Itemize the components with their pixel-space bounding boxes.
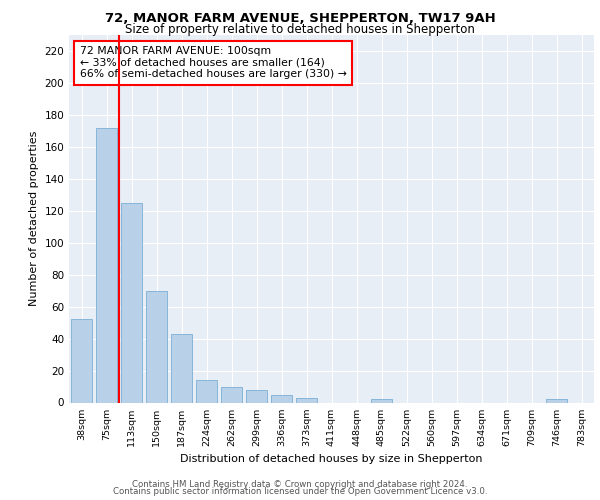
Bar xyxy=(546,400,567,402)
Y-axis label: Number of detached properties: Number of detached properties xyxy=(29,131,39,306)
Bar xyxy=(221,386,242,402)
Bar xyxy=(71,320,92,402)
Bar xyxy=(371,400,392,402)
Text: Size of property relative to detached houses in Shepperton: Size of property relative to detached ho… xyxy=(125,24,475,36)
Bar xyxy=(96,128,117,402)
X-axis label: Distribution of detached houses by size in Shepperton: Distribution of detached houses by size … xyxy=(180,454,483,464)
Bar xyxy=(246,390,267,402)
Text: 72 MANOR FARM AVENUE: 100sqm
← 33% of detached houses are smaller (164)
66% of s: 72 MANOR FARM AVENUE: 100sqm ← 33% of de… xyxy=(79,46,346,79)
Text: Contains public sector information licensed under the Open Government Licence v3: Contains public sector information licen… xyxy=(113,488,487,496)
Bar xyxy=(171,334,192,402)
Bar xyxy=(296,398,317,402)
Text: Contains HM Land Registry data © Crown copyright and database right 2024.: Contains HM Land Registry data © Crown c… xyxy=(132,480,468,489)
Bar xyxy=(271,394,292,402)
Bar xyxy=(196,380,217,402)
Bar xyxy=(146,290,167,403)
Text: 72, MANOR FARM AVENUE, SHEPPERTON, TW17 9AH: 72, MANOR FARM AVENUE, SHEPPERTON, TW17 … xyxy=(104,12,496,26)
Bar xyxy=(121,203,142,402)
